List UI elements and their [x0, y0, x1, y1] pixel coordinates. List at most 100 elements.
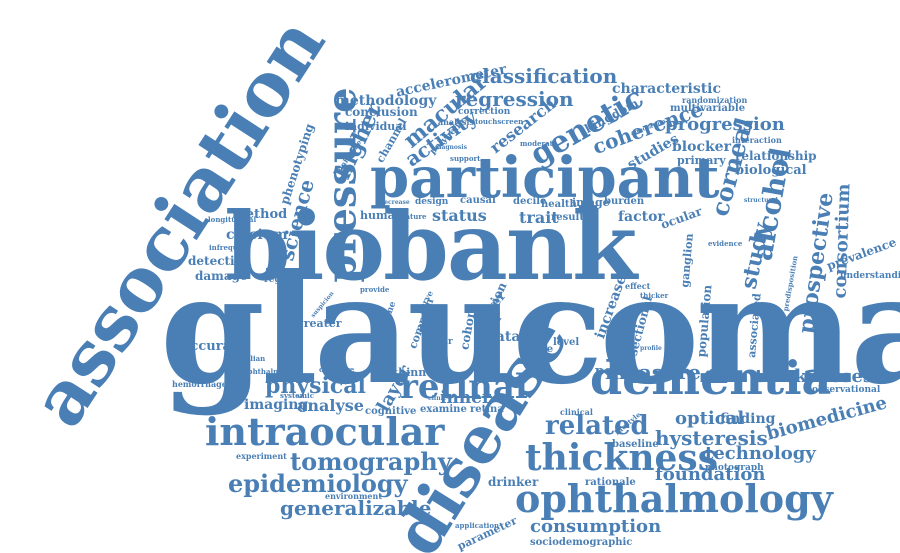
word-observed: observed	[706, 369, 737, 376]
word-conclusion: conclusion	[345, 105, 418, 119]
word-thickness: thickness	[525, 437, 718, 479]
word-finding: finding	[720, 411, 776, 427]
word-level: level	[553, 337, 580, 348]
word-thicknesses: thicknesses	[755, 366, 874, 387]
word-poag: poag	[595, 364, 631, 379]
word-status: status	[432, 206, 487, 225]
word-human: human	[360, 209, 403, 222]
word-biological: biological	[735, 163, 807, 178]
word-epidemiology: epidemiology	[228, 469, 408, 498]
word-ophthalmic: ophthalmic	[243, 367, 288, 376]
word-retina: retina	[470, 404, 504, 415]
word-accuracy: accuracy	[182, 339, 247, 354]
word-consortium: consortium	[829, 183, 855, 299]
word-correction: correction	[458, 107, 511, 117]
word-thinner: thinner	[393, 366, 440, 379]
word-biobank: biobank	[225, 192, 637, 302]
word-glaucoma: glaucoma	[160, 242, 900, 418]
word-multivariable: multivariable	[670, 103, 746, 114]
word-infrequent: infrequent	[209, 243, 251, 252]
word-relationship: relationship	[735, 149, 817, 163]
word-drinker: drinker	[488, 475, 539, 489]
word-measure: measure	[605, 360, 701, 384]
word-related: related	[545, 411, 649, 441]
word-support: support	[450, 154, 481, 163]
word-profile: profile	[640, 345, 662, 352]
word-blocker: blocker	[672, 139, 731, 155]
word-code: code	[527, 344, 554, 355]
word-linear: linear	[423, 337, 453, 347]
word-sociodemographic: sociodemographic	[530, 537, 633, 548]
word-objective: objective	[319, 365, 355, 374]
word-touchscreen: touchscreen	[475, 117, 524, 126]
word-calcium: calcium	[226, 227, 288, 243]
word-classification: classification	[470, 64, 618, 88]
word-decrease: decrease	[380, 199, 410, 206]
word-hysteresis: hysteresis	[655, 426, 768, 450]
word-cognitive: cognitive	[365, 406, 417, 417]
word-analysis: analysis	[438, 117, 474, 127]
word-individual: individual	[345, 120, 407, 133]
word-effect: effect	[625, 281, 651, 291]
word-systemic: systemic	[280, 391, 314, 400]
word-detection: detection	[188, 254, 252, 268]
word-hemorrhage: hemorrhage	[172, 379, 227, 389]
word-decile: decile	[513, 196, 547, 207]
word-design: design	[415, 197, 449, 207]
word-burden: burden	[604, 196, 645, 207]
word-mendelian: mendelian	[224, 354, 266, 363]
word-diagnosis: diagnosis	[435, 144, 467, 151]
word-randomization: randomization	[682, 95, 748, 105]
word-examine: examine	[420, 404, 467, 415]
word-interaction: interaction	[732, 135, 782, 145]
word-data: data	[486, 329, 521, 345]
word-primary: primary	[677, 154, 726, 167]
word-technology: technology	[705, 443, 816, 464]
word-clinical: clinical	[560, 407, 593, 417]
word-health: health	[541, 199, 577, 210]
word-analyse: analyse	[297, 396, 364, 415]
word-factor: factor	[618, 209, 665, 225]
word-retinal: retinal	[400, 367, 528, 407]
word-baseline: baseline	[612, 439, 659, 450]
word-understanding: understanding	[840, 271, 900, 281]
word-optical: optical	[675, 408, 745, 429]
word-damage: damage	[195, 269, 248, 283]
word-moderate: moderate	[520, 139, 558, 148]
word-greater: greater	[296, 317, 342, 330]
word-foundation: foundation	[655, 464, 766, 485]
word-experiment: experiment	[236, 451, 287, 461]
word-image: image	[572, 196, 610, 209]
word-method: method	[232, 207, 288, 222]
word-intraocular: intraocular	[205, 409, 445, 454]
word-causal: causal	[460, 195, 496, 206]
word-regular: regular	[264, 275, 302, 285]
word-observational: observational	[812, 385, 881, 395]
word-environment: environment	[325, 491, 383, 501]
word-progression: progression	[665, 114, 785, 135]
word-rationale: rationale	[585, 477, 636, 488]
word-ophthalmology: ophthalmology	[515, 476, 833, 521]
word-consumption: consumption	[530, 516, 662, 537]
word-structural: structural	[744, 197, 778, 204]
word-photograph: photograph	[705, 463, 764, 473]
word-characteristic: characteristic	[612, 81, 722, 97]
word-trait: trait	[519, 208, 559, 227]
word-result: result	[551, 212, 584, 223]
word-dementia: dementia	[590, 351, 832, 405]
word-participant: participant	[370, 145, 720, 211]
word-clinic: clinic	[428, 395, 447, 402]
word-longitudinal: longitudinal	[208, 215, 257, 224]
word-evidence: evidence	[708, 239, 743, 248]
word-inner: inner	[440, 388, 491, 408]
word-physical: physical	[265, 373, 366, 399]
word-methodology: methodology	[335, 93, 437, 109]
word-application: application	[455, 521, 500, 530]
word-feature: feature	[398, 212, 427, 221]
word-generalizable: generalizable	[280, 496, 432, 520]
word-bank: bank	[419, 324, 447, 335]
word-imaging: imaging	[244, 397, 309, 413]
word-regression: regression	[455, 87, 574, 111]
word-thicker: thicker	[640, 291, 669, 300]
